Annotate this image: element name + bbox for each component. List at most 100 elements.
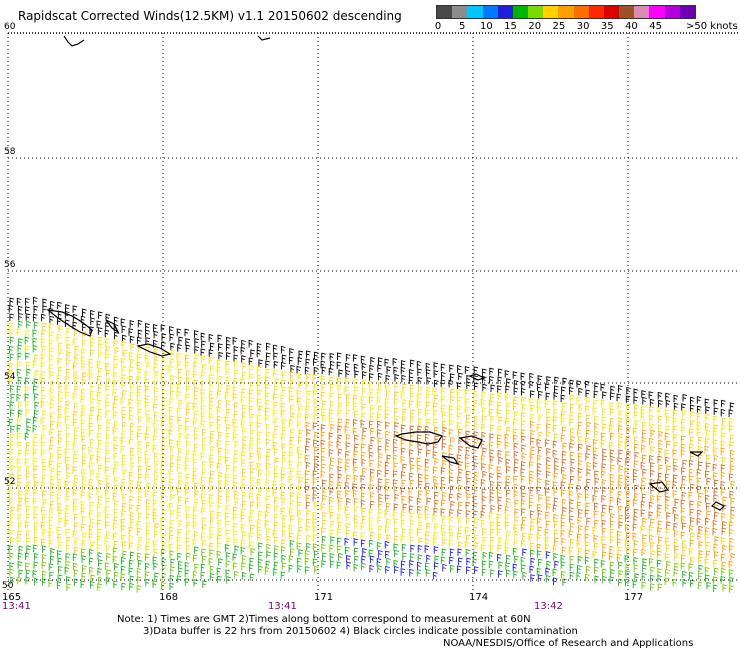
wind-barb — [472, 526, 478, 534]
wind-barb — [138, 465, 143, 473]
wind-barb — [538, 558, 543, 567]
wind-barb — [562, 377, 568, 386]
wind-barb — [609, 576, 615, 584]
wind-barb — [169, 550, 175, 559]
wind-barb — [514, 458, 519, 467]
wind-barb — [401, 447, 406, 456]
wind-barb — [474, 518, 479, 526]
wind-barb — [713, 576, 718, 584]
wind-barb — [209, 421, 215, 429]
wind-barb — [209, 573, 215, 581]
wind-barb — [273, 448, 279, 456]
wind-barb — [233, 433, 238, 441]
wind-barb — [49, 412, 55, 420]
wind-barb — [400, 560, 406, 568]
wind-barb — [226, 489, 231, 497]
wind-barb — [473, 502, 478, 510]
wind-barb — [217, 527, 223, 536]
wind-barb — [728, 409, 734, 417]
wind-barb — [418, 537, 424, 545]
wind-barb — [192, 450, 198, 459]
wind-barb — [97, 495, 103, 504]
wind-barb — [650, 446, 656, 454]
wind-barb — [632, 523, 638, 531]
wind-barb — [130, 358, 135, 367]
wind-barb — [625, 490, 631, 499]
wind-barb — [73, 513, 79, 521]
wind-barb — [25, 513, 31, 521]
wind-barb — [650, 550, 656, 558]
wind-barb — [602, 448, 607, 456]
wind-barb — [170, 509, 175, 518]
wind-barb — [168, 470, 174, 478]
wind-barb — [330, 457, 335, 465]
wind-barb — [688, 547, 694, 556]
wind-barb — [361, 451, 366, 460]
wind-barb — [90, 406, 96, 414]
wind-barb — [369, 451, 374, 460]
wind-barb — [696, 468, 702, 477]
wind-barb — [640, 525, 646, 533]
time-label: 13:41 — [268, 601, 297, 612]
wind-barb — [74, 434, 79, 442]
wind-barb — [281, 466, 286, 475]
wind-barb — [569, 451, 575, 459]
wind-barb — [602, 408, 607, 416]
wind-barb — [394, 415, 399, 423]
wind-barb — [473, 551, 478, 559]
wind-barb — [401, 543, 407, 552]
wind-barb — [665, 425, 671, 433]
wind-barb — [353, 547, 359, 555]
wind-barb — [674, 553, 679, 561]
wind-barb — [312, 543, 318, 551]
wind-barb — [561, 450, 567, 459]
wind-barb — [681, 475, 687, 484]
wind-barb — [418, 417, 423, 426]
wind-barb — [672, 490, 678, 498]
wind-barb — [682, 570, 687, 579]
wind-barb — [434, 522, 439, 531]
wind-barb — [50, 500, 55, 509]
wind-barb — [336, 361, 342, 369]
wind-barb — [81, 362, 87, 371]
wind-barb — [584, 485, 590, 494]
wind-barb — [297, 501, 302, 509]
wind-barb — [18, 545, 24, 554]
wind-barb — [713, 430, 718, 439]
wind-barb — [306, 509, 311, 518]
wind-barb — [657, 544, 662, 553]
wind-barb — [601, 535, 606, 544]
wind-barb — [482, 536, 488, 545]
wind-barb — [34, 370, 40, 378]
wind-barb — [89, 501, 95, 510]
wind-barb — [665, 495, 670, 504]
wind-barb — [458, 372, 463, 381]
wind-barb — [186, 521, 191, 530]
wind-barb — [144, 457, 150, 466]
wind-barb — [82, 331, 87, 339]
wind-barb — [657, 455, 663, 464]
wind-barb — [409, 512, 415, 520]
wind-barb — [594, 486, 599, 495]
wind-barb — [42, 298, 48, 307]
wind-barb — [321, 527, 326, 535]
wind-barb — [194, 563, 200, 572]
wind-barb — [9, 562, 15, 570]
wind-barb — [537, 478, 542, 486]
wind-barb — [225, 343, 231, 352]
wind-barb — [330, 520, 335, 529]
wind-barb — [601, 551, 607, 559]
wind-barb — [289, 371, 295, 380]
wind-barb — [618, 385, 623, 393]
wind-barb — [281, 361, 286, 370]
wind-barb — [201, 524, 207, 532]
wind-barb — [122, 550, 128, 558]
wind-barb — [242, 404, 247, 412]
wind-barb — [410, 415, 415, 424]
wind-barb — [377, 565, 382, 573]
wind-barb — [432, 451, 438, 459]
wind-barb — [465, 526, 470, 535]
wind-barb — [242, 500, 247, 508]
wind-barb — [224, 416, 230, 424]
wind-barb — [233, 481, 238, 490]
